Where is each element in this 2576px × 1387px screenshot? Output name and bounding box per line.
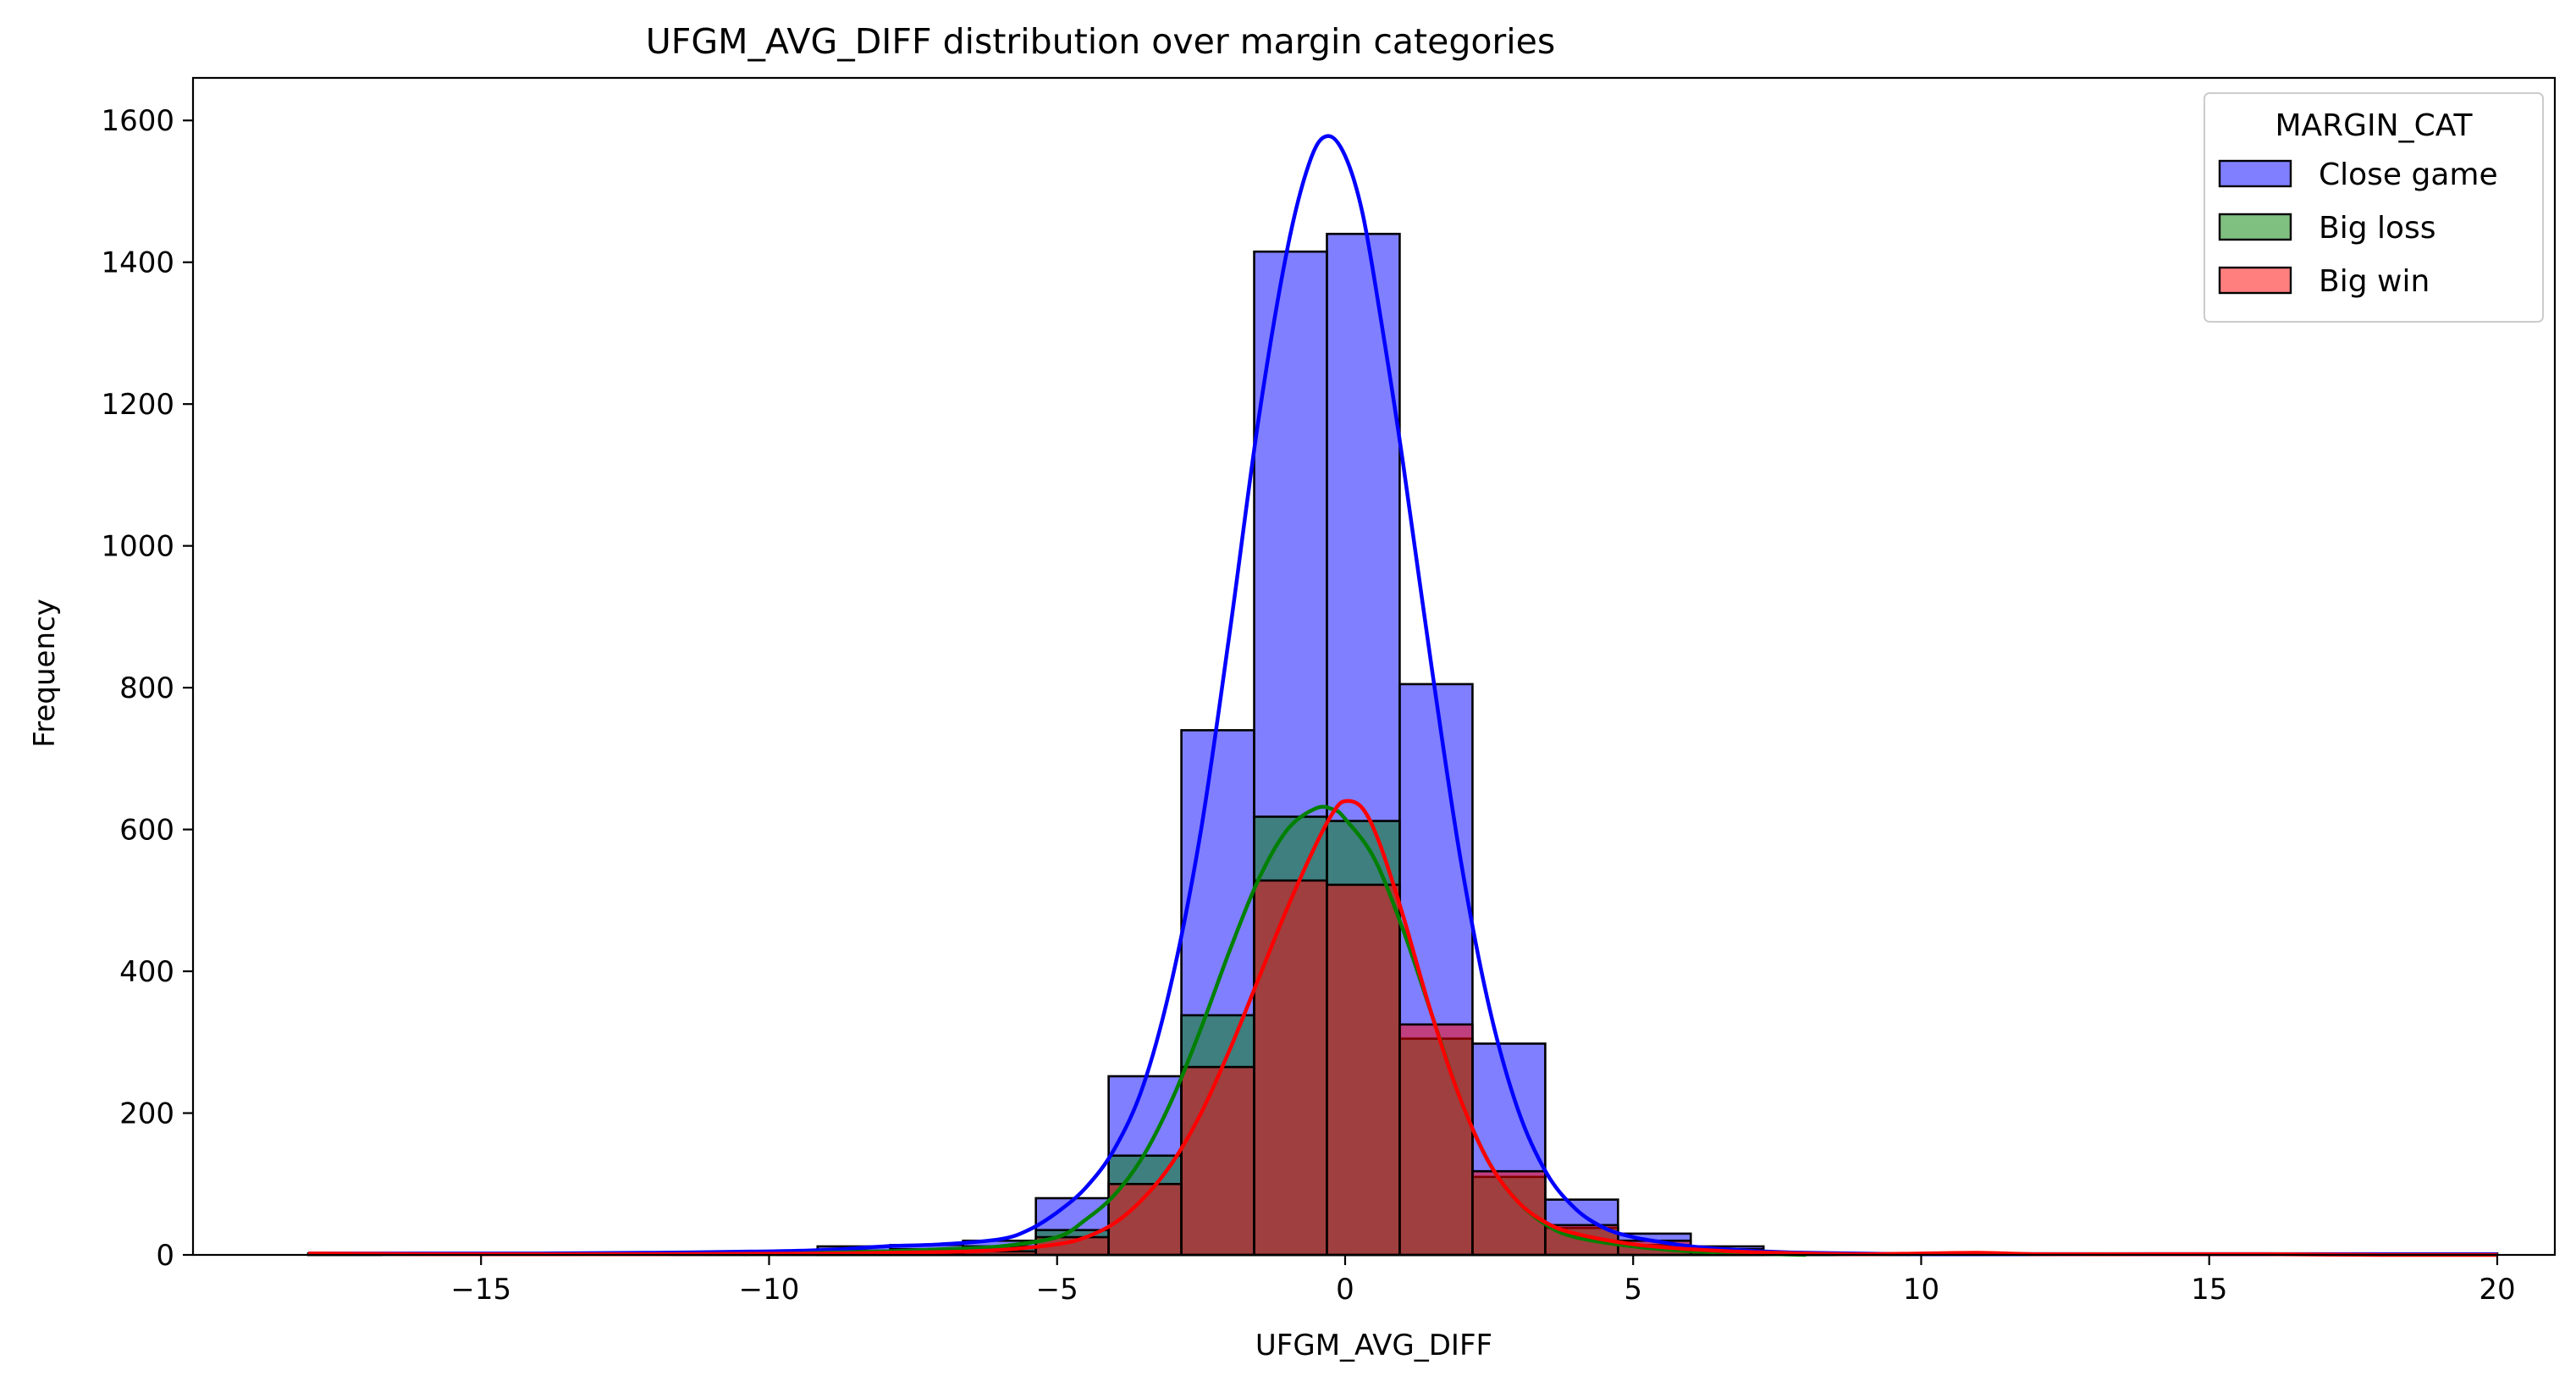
legend-swatch bbox=[2218, 213, 2292, 241]
x-tick-label: 20 bbox=[2479, 1273, 2515, 1307]
legend-label: Close game bbox=[2319, 157, 2498, 192]
y-tick-label: 1600 bbox=[101, 104, 174, 138]
axes-frame bbox=[191, 76, 2557, 1257]
bar bbox=[1253, 879, 1328, 1257]
legend-label: Big win bbox=[2319, 264, 2430, 299]
legend-box bbox=[2204, 92, 2544, 323]
legend-swatch bbox=[2218, 266, 2292, 295]
chart-title: UFGM_AVG_DIFF distribution over margin c… bbox=[646, 21, 1556, 62]
y-tick-label: 1400 bbox=[101, 246, 174, 280]
x-tick-label: −5 bbox=[1036, 1273, 1078, 1307]
legend: MARGIN_CAT Close game Big loss Big win bbox=[2204, 92, 2544, 323]
y-tick-label: 0 bbox=[156, 1239, 174, 1273]
kde-line bbox=[769, 804, 1807, 1257]
bar bbox=[1398, 1023, 1474, 1257]
bar bbox=[1326, 883, 1401, 1257]
x-tick-label: 15 bbox=[2191, 1273, 2227, 1307]
y-tick-label: 200 bbox=[119, 1097, 174, 1131]
y-tick-label: 1200 bbox=[101, 388, 174, 422]
x-tick-label: 0 bbox=[1336, 1273, 1354, 1307]
legend-title: MARGIN_CAT bbox=[2275, 108, 2473, 143]
y-tick-label: 1000 bbox=[101, 530, 174, 564]
x-tick-label: 10 bbox=[1903, 1273, 1939, 1307]
y-tick-label: 400 bbox=[119, 955, 174, 989]
x-tick-label: −10 bbox=[739, 1273, 800, 1307]
legend-label: Big loss bbox=[2319, 211, 2436, 246]
legend-swatch bbox=[2218, 159, 2292, 188]
bar bbox=[1180, 1065, 1255, 1257]
x-axis-label: UFGM_AVG_DIFF bbox=[1255, 1329, 1492, 1362]
y-tick-label: 800 bbox=[119, 671, 174, 705]
kde-line bbox=[308, 798, 2497, 1257]
y-axis-label: Frequency bbox=[28, 599, 62, 748]
x-tick-label: −15 bbox=[450, 1273, 511, 1307]
plot-area bbox=[306, 134, 2499, 1257]
y-tick-label: 600 bbox=[119, 814, 174, 848]
axes: −15 −10 −5 0 5 10 15 20020040060080010001200140… bbox=[101, 76, 2557, 1307]
x-tick-label: 5 bbox=[1624, 1273, 1642, 1307]
